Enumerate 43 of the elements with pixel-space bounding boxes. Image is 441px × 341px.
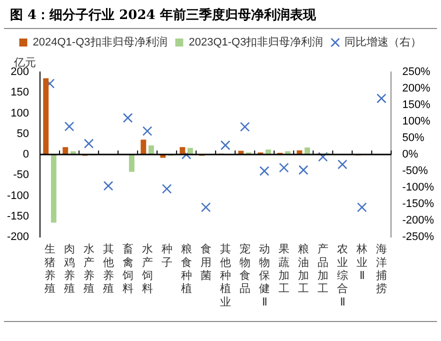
y2-tick-label: -250%: [402, 231, 434, 244]
x-tick-label: 动物保健Ⅱ: [258, 244, 270, 308]
y-tick-label: -200: [6, 231, 30, 244]
y2-tick-label: -50%: [402, 165, 428, 178]
x-tick-label: 产品加工: [317, 242, 328, 296]
x-tick-label: 其他养殖: [102, 242, 114, 296]
y-tick-label: 50: [16, 128, 30, 140]
y2-tick-label: 100%: [402, 116, 431, 128]
y2-tick-label: 50%: [402, 132, 424, 144]
x-tick-label: 肉鸡养殖: [62, 244, 75, 296]
x-tick-label: 其他种植业: [220, 242, 231, 308]
y-tick-label: -150: [6, 210, 30, 222]
x-tick-label: 农业综合Ⅱ: [336, 244, 348, 308]
legend-label: 2024Q1-Q3扣非归母净利润: [32, 36, 168, 49]
x-tick-label: 宠物食品: [239, 242, 250, 296]
y2-tick-label: 150%: [402, 99, 431, 112]
legend-label: 2023Q1-Q3扣非归母净利润: [188, 36, 324, 49]
x-tick-label: 畜禽饲料: [121, 242, 134, 296]
y2-tick-label: 200%: [402, 82, 431, 95]
x-tick-label: 粮食种植: [180, 242, 192, 296]
y-tick-label: -50: [13, 169, 30, 182]
legend-label: 同比增速（右）: [344, 36, 422, 49]
x-tick-label: 食用菌: [200, 244, 212, 282]
y-tick-label: 0: [22, 148, 30, 161]
x-tick-label: 种子: [161, 242, 172, 269]
x-tick-label: 林业Ⅱ: [355, 242, 368, 282]
y2-tick-label: 250%: [402, 66, 431, 78]
y-tick-label: -100: [6, 190, 30, 202]
x-tick-label: 生猪养殖: [44, 242, 56, 296]
x-tick-label: 水产养殖: [83, 242, 94, 296]
y2-tick-label: -150%: [402, 198, 434, 210]
y-tick-label: 100: [10, 107, 30, 120]
y2-tick-label: -200%: [402, 214, 434, 227]
x-tick-label: 水产饲料: [140, 242, 153, 296]
y2-tick-label: 0%: [402, 148, 418, 161]
x-tick-label: 果蔬加工: [278, 244, 290, 296]
chart-title: 图 4：细分子行业 2024 年前三季度归母净利润表现: [4, 0, 437, 29]
y-axis-title: 亿元: [14, 55, 36, 69]
y-tick-label: 200: [10, 66, 30, 78]
x-tick-label: 粮油加工: [298, 242, 309, 296]
x-tick-label: 海洋捕捞: [376, 244, 387, 296]
y2-tick-label: -100%: [402, 182, 434, 194]
y-tick-label: 150: [10, 86, 30, 99]
